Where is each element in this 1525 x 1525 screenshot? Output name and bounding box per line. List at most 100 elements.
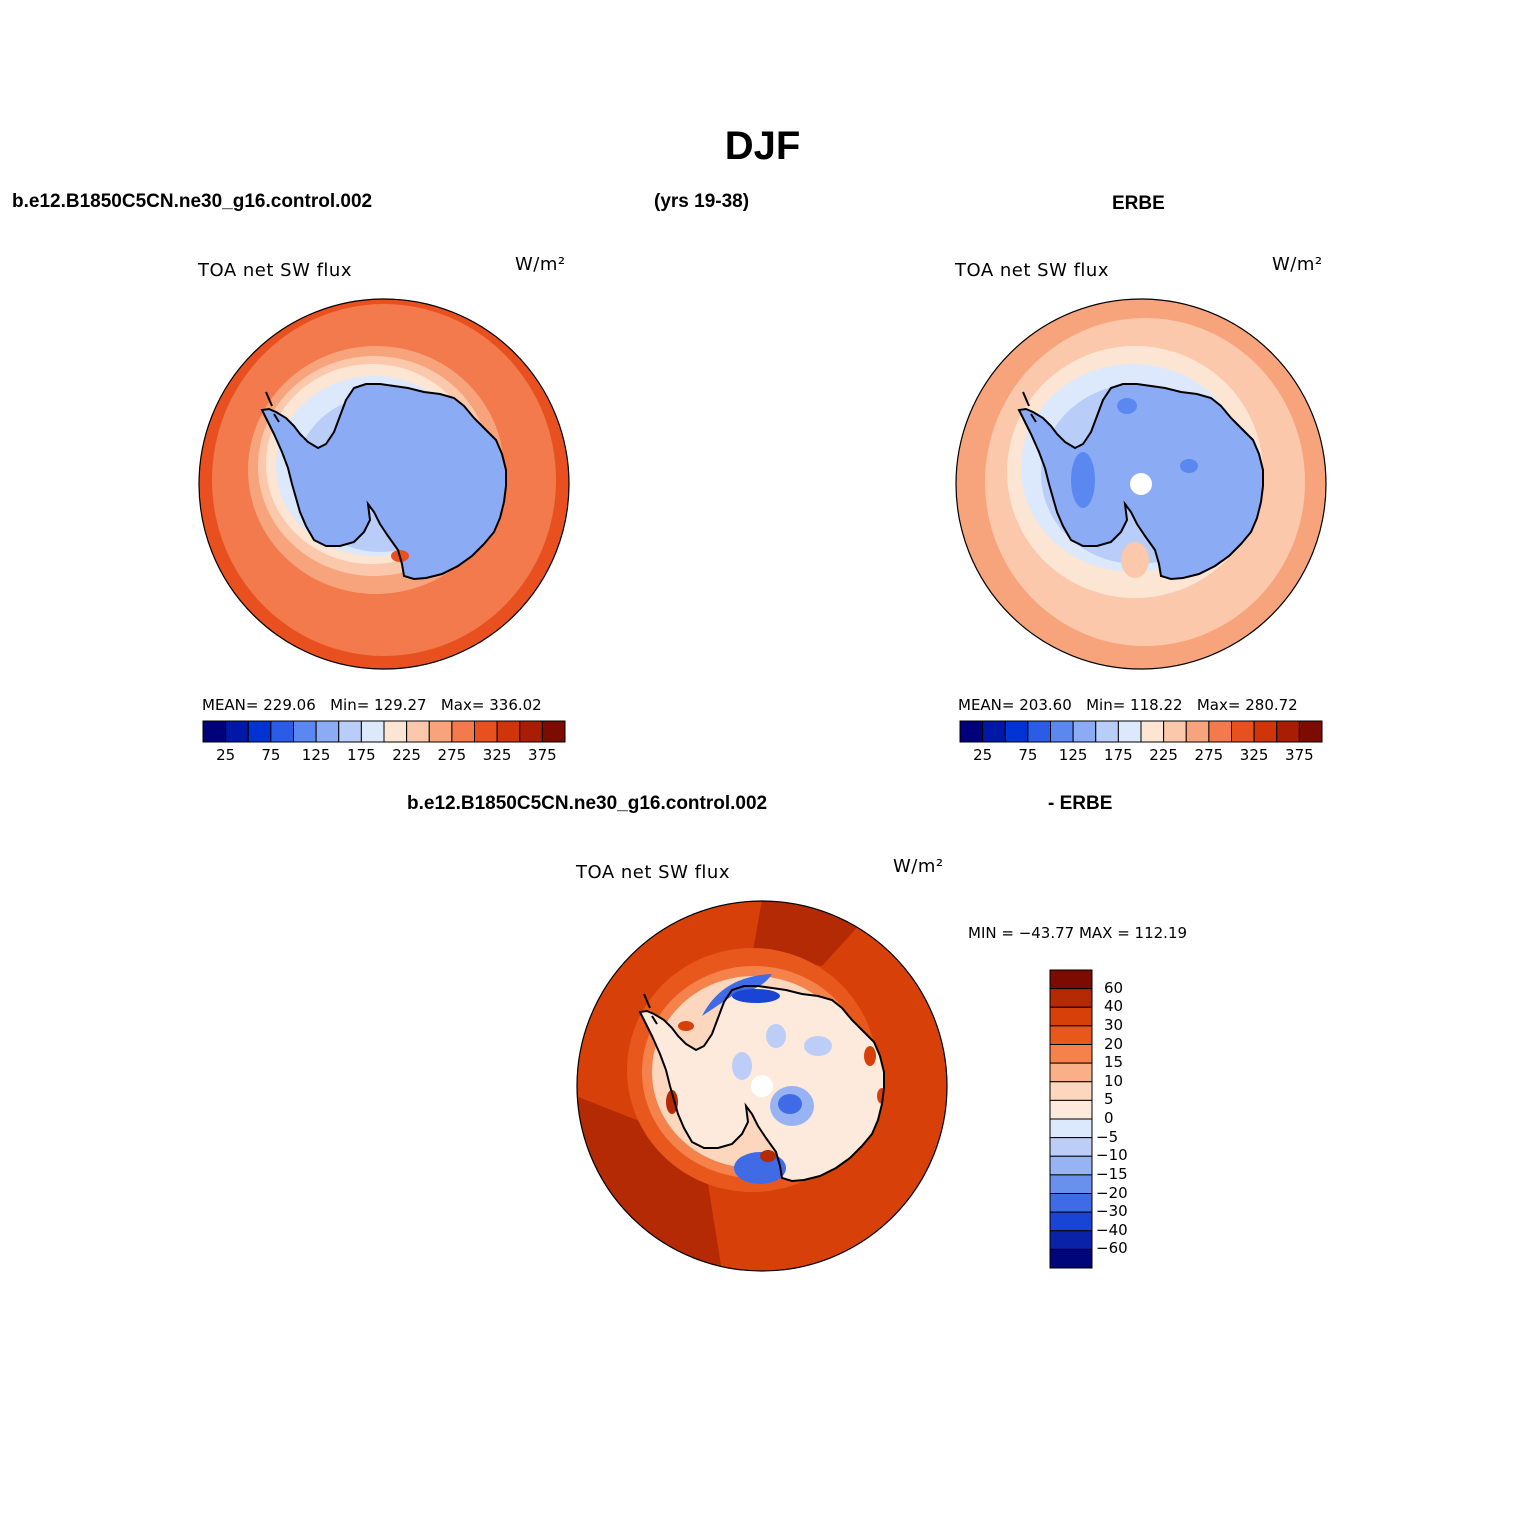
diff-obs-name-label: - ERBE bbox=[1048, 793, 1113, 814]
panel2-low-patch bbox=[1071, 452, 1095, 508]
colorbar-tick-label: −10 bbox=[1096, 1146, 1128, 1165]
diff-variable-label: TOA net SW flux bbox=[576, 862, 730, 883]
diff-negative-patch bbox=[702, 974, 772, 1016]
colorbar-tick-label: 25 bbox=[973, 746, 993, 764]
panel2-variable-label: TOA net SW flux bbox=[955, 260, 1109, 281]
colorbar-swatch bbox=[1049, 1230, 1093, 1250]
panel2-colorbar bbox=[959, 720, 1323, 743]
panel2-min-value: 118.22 bbox=[1130, 696, 1183, 714]
colorbar-tick-label: −20 bbox=[1096, 1183, 1128, 1202]
panel2-max-value: 280.72 bbox=[1245, 696, 1298, 714]
colorbar-swatch bbox=[360, 720, 385, 743]
diff-negative-patch bbox=[778, 1094, 802, 1114]
obs-name-label: ERBE bbox=[1112, 193, 1165, 214]
panel1-max-value: 336.02 bbox=[489, 696, 542, 714]
colorbar-tick-label: 75 bbox=[261, 746, 281, 764]
colorbar-tick-label: −40 bbox=[1096, 1220, 1128, 1239]
panel1-mean-value: 229.06 bbox=[263, 696, 316, 714]
panel1-stats: MEAN= 229.06 Min= 129.27 Max= 336.02 bbox=[202, 696, 542, 714]
panel2-mean-value: 203.60 bbox=[1019, 696, 1072, 714]
colorbar-tick-label: −15 bbox=[1096, 1164, 1128, 1183]
colorbar-swatch bbox=[315, 720, 340, 743]
colorbar-swatch bbox=[247, 720, 272, 743]
colorbar-swatch bbox=[1049, 1155, 1093, 1176]
diff-minmax-label: MIN = −43.77 MAX = 112.19 bbox=[968, 924, 1188, 942]
diff-positive-patch bbox=[666, 1090, 678, 1114]
colorbar-swatch bbox=[1231, 720, 1255, 743]
colorbar-swatch bbox=[1117, 720, 1142, 743]
colorbar-swatch bbox=[1140, 720, 1165, 743]
diff-negative-patch bbox=[804, 1036, 832, 1056]
panel2-mean-label: MEAN= bbox=[958, 696, 1015, 714]
diff-map bbox=[576, 900, 948, 1272]
colorbar-tick-label: 375 bbox=[528, 746, 557, 764]
colorbar-tick-label: 5 bbox=[1104, 1090, 1114, 1109]
colorbar-swatch bbox=[496, 720, 521, 743]
colorbar-swatch bbox=[1027, 720, 1052, 743]
panel2-low-patch bbox=[1117, 398, 1137, 414]
panel2-stats: MEAN= 203.60 Min= 118.22 Max= 280.72 bbox=[958, 696, 1298, 714]
colorbar-swatch bbox=[202, 720, 227, 743]
colorbar-tick-label: 10 bbox=[1104, 1071, 1124, 1090]
colorbar-swatch bbox=[1049, 1137, 1093, 1157]
panel1-variable-label: TOA net SW flux bbox=[198, 260, 352, 281]
colorbar-tick-label: 225 bbox=[392, 746, 421, 764]
diff-case-name-label: b.e12.B1850C5CN.ne30_g16.control.002 bbox=[407, 793, 768, 814]
colorbar-tick-label: 75 bbox=[1018, 746, 1038, 764]
panel2-units-label: W/m² bbox=[1272, 254, 1323, 275]
panel1-map bbox=[198, 298, 570, 670]
colorbar-swatch bbox=[474, 720, 498, 743]
colorbar-tick-label: 0 bbox=[1104, 1109, 1114, 1127]
diff-negative-patch bbox=[732, 989, 780, 1003]
colorbar-swatch bbox=[1049, 1025, 1093, 1046]
panel1-max-label: Max= bbox=[440, 696, 485, 714]
diff-positive-patch bbox=[678, 1021, 694, 1031]
colorbar-swatch bbox=[519, 720, 543, 743]
colorbar-tick-label: 275 bbox=[437, 746, 467, 764]
colorbar-swatch bbox=[959, 720, 984, 743]
panel2-missing-pole bbox=[1130, 473, 1152, 495]
colorbar-tick-label: 225 bbox=[1149, 746, 1178, 764]
colorbar-swatch bbox=[1095, 720, 1119, 743]
colorbar-tick-label: 375 bbox=[1285, 746, 1314, 764]
colorbar-swatch bbox=[982, 720, 1006, 743]
colorbar-swatch bbox=[1049, 1099, 1093, 1120]
colorbar-swatch bbox=[1163, 720, 1187, 743]
diff-colorbar-ticks: 60 40 30 20 15 10 5 0 −5 −10 −15 −20 −30 −40 −60 bbox=[1096, 969, 1158, 1269]
panel2-map bbox=[955, 298, 1327, 670]
colorbar-swatch bbox=[1072, 720, 1097, 743]
colorbar-swatch bbox=[1049, 1044, 1093, 1064]
colorbar-tick-label: 175 bbox=[1104, 746, 1133, 764]
colorbar-swatch bbox=[1049, 1006, 1093, 1027]
colorbar-swatch bbox=[541, 720, 566, 743]
colorbar-swatch bbox=[428, 720, 453, 743]
panel2-peninsula-islands bbox=[1022, 391, 1037, 423]
colorbar-swatch bbox=[1049, 1081, 1093, 1101]
colorbar-swatch bbox=[1276, 720, 1300, 743]
diff-peninsula-islands bbox=[643, 993, 658, 1025]
colorbar-tick-label: −5 bbox=[1096, 1127, 1119, 1146]
colorbar-swatch bbox=[1049, 1248, 1093, 1269]
diff-map-border bbox=[576, 900, 948, 1272]
diff-positive-patch bbox=[760, 1150, 776, 1162]
panel1-colorbar bbox=[202, 720, 566, 743]
colorbar-swatch bbox=[1185, 720, 1210, 743]
colorbar-tick-label: 15 bbox=[1104, 1053, 1124, 1072]
colorbar-tick-label: −60 bbox=[1096, 1239, 1128, 1258]
colorbar-swatch bbox=[225, 720, 249, 743]
colorbar-tick-label: 125 bbox=[301, 746, 331, 764]
colorbar-swatch bbox=[451, 720, 476, 743]
colorbar-tick-label: 175 bbox=[347, 746, 376, 764]
diff-missing-pole bbox=[751, 1075, 773, 1097]
diff-units-label: W/m² bbox=[893, 856, 944, 877]
case-name-label: b.e12.B1850C5CN.ne30_g16.control.002 bbox=[12, 191, 373, 212]
colorbar-tick-label: 325 bbox=[1239, 746, 1269, 764]
panel1-mean-label: MEAN= bbox=[202, 696, 259, 714]
colorbar-tick-label: −30 bbox=[1096, 1202, 1128, 1221]
years-label: (yrs 19-38) bbox=[654, 191, 750, 212]
colorbar-tick-label: 25 bbox=[216, 746, 236, 764]
colorbar-tick-label: 20 bbox=[1104, 1034, 1124, 1053]
colorbar-swatch bbox=[383, 720, 408, 743]
colorbar-tick-label: 325 bbox=[482, 746, 512, 764]
colorbar-swatch bbox=[1049, 1174, 1093, 1195]
